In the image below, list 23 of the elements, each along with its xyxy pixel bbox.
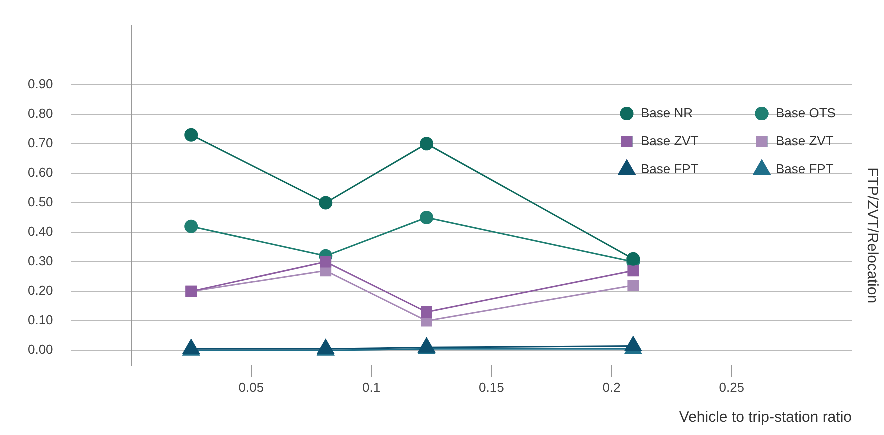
- x-tick-label: 0.15: [478, 380, 504, 395]
- y-axis-title: FTP/ZVT/Relocation: [864, 168, 881, 304]
- x-axis-title: Vehicle to trip-station ratio: [679, 409, 852, 426]
- legend-label: Base FPT: [776, 161, 834, 176]
- x-tick-label: 0.1: [362, 380, 381, 395]
- legend-label: Base OTS: [776, 105, 836, 120]
- y-tick-label: 0.60: [28, 165, 54, 180]
- y-tick-label: 0.80: [28, 106, 54, 121]
- x-tick-label: 0.2: [602, 380, 621, 395]
- y-tick-label: 0.00: [28, 342, 54, 358]
- legend-label: Base ZVT: [641, 133, 699, 148]
- legend-label: Base FPT: [641, 161, 699, 176]
- legend-label: Base ZVT: [776, 133, 834, 148]
- legend-label: Base NR: [641, 105, 694, 120]
- y-tick-label: 0.30: [28, 254, 54, 269]
- y-tick-label: 0.10: [28, 312, 54, 328]
- x-tick-label: 0.05: [238, 380, 264, 395]
- y-tick-label: 0.50: [28, 194, 54, 210]
- y-tick-label: 0.20: [28, 283, 54, 298]
- y-tick-label: 0.70: [28, 136, 54, 150]
- y-tick-label: 0.40: [28, 224, 54, 240]
- x-tick-label: 0.25: [719, 380, 745, 395]
- y-tick-label: 0.90: [28, 76, 54, 92]
